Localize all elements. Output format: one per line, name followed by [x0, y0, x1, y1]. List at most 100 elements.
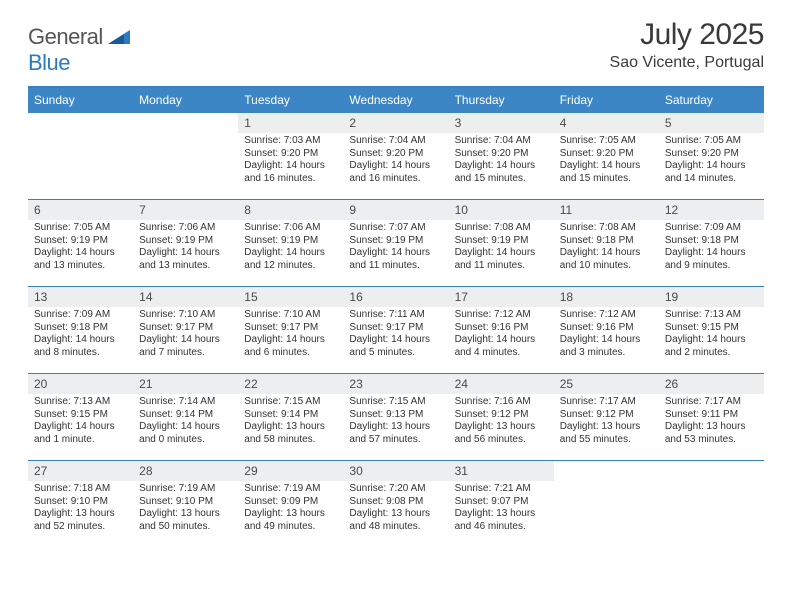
- sunset-line: Sunset: 9:16 PM: [560, 322, 653, 335]
- sunset-line: Sunset: 9:19 PM: [34, 235, 127, 248]
- day-number: 1: [238, 113, 343, 133]
- day-number: 7: [133, 200, 238, 220]
- calendar-week-row: 6Sunrise: 7:05 AMSunset: 9:19 PMDaylight…: [28, 200, 764, 287]
- calendar-day-cell: 29Sunrise: 7:19 AMSunset: 9:09 PMDayligh…: [238, 461, 343, 547]
- daylight-line: Daylight: 13 hours and 46 minutes.: [455, 508, 548, 533]
- calendar-day-cell: 1 Sunrise: 7:03 AMSunset: 9:20 PMDaylight…: [238, 113, 343, 199]
- sunset-line: Sunset: 9:15 PM: [34, 409, 127, 422]
- sunrise-line: Sunrise: 7:19 AM: [139, 483, 232, 496]
- sunrise-line: Sunrise: 7:05 AM: [665, 135, 758, 148]
- day-details: Sunrise: 7:12 AMSunset: 9:16 PMDaylight:…: [554, 307, 659, 363]
- sunset-line: Sunset: 9:10 PM: [139, 496, 232, 509]
- day-number: 28: [133, 461, 238, 481]
- calendar-day-cell: [133, 113, 238, 199]
- sunset-line: Sunset: 9:10 PM: [34, 496, 127, 509]
- day-details: Sunrise: 7:16 AMSunset: 9:12 PMDaylight:…: [449, 394, 554, 450]
- daylight-line: Daylight: 13 hours and 50 minutes.: [139, 508, 232, 533]
- calendar-day-cell: 5Sunrise: 7:05 AMSunset: 9:20 PMDaylight…: [659, 113, 764, 199]
- calendar-day-cell: 26Sunrise: 7:17 AMSunset: 9:11 PMDayligh…: [659, 374, 764, 460]
- sunset-line: Sunset: 9:11 PM: [665, 409, 758, 422]
- sunset-line: Sunset: 9:19 PM: [244, 235, 337, 248]
- day-number: 27: [28, 461, 133, 481]
- day-details: Sunrise: 7:05 AMSunset: 9:20 PMDaylight:…: [554, 133, 659, 189]
- calendar-day-cell: 9Sunrise: 7:07 AMSunset: 9:19 PMDaylight…: [343, 200, 448, 286]
- sunrise-line: Sunrise: 7:15 AM: [349, 396, 442, 409]
- calendar-day-cell: 21Sunrise: 7:14 AMSunset: 9:14 PMDayligh…: [133, 374, 238, 460]
- calendar-day-cell: 30Sunrise: 7:20 AMSunset: 9:08 PMDayligh…: [343, 461, 448, 547]
- sunset-line: Sunset: 9:20 PM: [455, 148, 548, 161]
- day-number: 6: [28, 200, 133, 220]
- sunrise-line: Sunrise: 7:16 AM: [455, 396, 548, 409]
- sunset-line: Sunset: 9:19 PM: [455, 235, 548, 248]
- daylight-line: Daylight: 14 hours and 16 minutes.: [244, 160, 337, 185]
- day-number: 21: [133, 374, 238, 394]
- daylight-line: Daylight: 14 hours and 12 minutes.: [244, 247, 337, 272]
- day-details: Sunrise: 7:20 AMSunset: 9:08 PMDaylight:…: [343, 481, 448, 537]
- calendar-day-cell: 28 Sunrise: 7:19 AMSunset: 9:10 PMDayligh…: [133, 461, 238, 547]
- day-number: 10: [449, 200, 554, 220]
- brand-text-1: General: [28, 24, 103, 49]
- day-details: Sunrise: 7:08 AMSunset: 9:19 PMDaylight:…: [449, 220, 554, 276]
- day-details: Sunrise: 7:04 AMSunset: 9:20 PMDaylight:…: [449, 133, 554, 189]
- calendar-day-cell: 18Sunrise: 7:12 AMSunset: 9:16 PMDayligh…: [554, 287, 659, 373]
- sunrise-line: Sunrise: 7:10 AM: [244, 309, 337, 322]
- sunrise-line: Sunrise: 7:09 AM: [34, 309, 127, 322]
- sunset-line: Sunset: 9:14 PM: [244, 409, 337, 422]
- sunrise-line: Sunrise: 7:11 AM: [349, 309, 442, 322]
- day-details: Sunrise: 7:17 AMSunset: 9:11 PMDaylight:…: [659, 394, 764, 450]
- calendar-day-cell: 3Sunrise: 7:04 AMSunset: 9:20 PMDaylight…: [449, 113, 554, 199]
- sunrise-line: Sunrise: 7:09 AM: [665, 222, 758, 235]
- weekday-label: Wednesday: [343, 88, 448, 113]
- day-number: 12: [659, 200, 764, 220]
- sunrise-line: Sunrise: 7:17 AM: [665, 396, 758, 409]
- sunset-line: Sunset: 9:20 PM: [560, 148, 653, 161]
- brand-logo: General Blue: [28, 18, 130, 76]
- daylight-line: Daylight: 14 hours and 6 minutes.: [244, 334, 337, 359]
- calendar-day-cell: 2Sunrise: 7:04 AMSunset: 9:20 PMDaylight…: [343, 113, 448, 199]
- calendar-week-row: 27Sunrise: 7:18 AMSunset: 9:10 PMDayligh…: [28, 461, 764, 547]
- sunset-line: Sunset: 9:08 PM: [349, 496, 442, 509]
- daylight-line: Daylight: 14 hours and 7 minutes.: [139, 334, 232, 359]
- sunset-line: Sunset: 9:20 PM: [349, 148, 442, 161]
- daylight-line: Daylight: 13 hours and 53 minutes.: [665, 421, 758, 446]
- calendar-day-cell: 24Sunrise: 7:16 AMSunset: 9:12 PMDayligh…: [449, 374, 554, 460]
- sunrise-line: Sunrise: 7:05 AM: [560, 135, 653, 148]
- sunset-line: Sunset: 9:07 PM: [455, 496, 548, 509]
- calendar-week-row: 20Sunrise: 7:13 AMSunset: 9:15 PMDayligh…: [28, 374, 764, 461]
- day-details: Sunrise: 7:09 AMSunset: 9:18 PMDaylight:…: [659, 220, 764, 276]
- daylight-line: Daylight: 14 hours and 15 minutes.: [560, 160, 653, 185]
- calendar-day-cell: 23Sunrise: 7:15 AMSunset: 9:13 PMDayligh…: [343, 374, 448, 460]
- title-block: July 2025 Sao Vicente, Portugal: [610, 18, 764, 72]
- sunset-line: Sunset: 9:16 PM: [455, 322, 548, 335]
- month-title: July 2025: [610, 18, 764, 52]
- sunset-line: Sunset: 9:12 PM: [455, 409, 548, 422]
- day-number: 19: [659, 287, 764, 307]
- calendar-week-row: 1Sunrise: 7:03 AMSunset: 9:20 PMDaylight…: [28, 113, 764, 200]
- sunrise-line: Sunrise: 7:19 AM: [244, 483, 337, 496]
- calendar-day-cell: 6Sunrise: 7:05 AMSunset: 9:19 PMDaylight…: [28, 200, 133, 286]
- day-details: Sunrise: 7:10 AMSunset: 9:17 PMDaylight:…: [238, 307, 343, 363]
- sunrise-line: Sunrise: 7:17 AM: [560, 396, 653, 409]
- day-number: 26: [659, 374, 764, 394]
- daylight-line: Daylight: 14 hours and 2 minutes.: [665, 334, 758, 359]
- sunset-line: Sunset: 9:13 PM: [349, 409, 442, 422]
- calendar-day-cell: 15Sunrise: 7:10 AMSunset: 9:17 PMDayligh…: [238, 287, 343, 373]
- sunrise-line: Sunrise: 7:14 AM: [139, 396, 232, 409]
- sunrise-line: Sunrise: 7:04 AM: [349, 135, 442, 148]
- sunrise-line: Sunrise: 7:04 AM: [455, 135, 548, 148]
- day-details: Sunrise: 7:12 AMSunset: 9:16 PMDaylight:…: [449, 307, 554, 363]
- day-number: 25: [554, 374, 659, 394]
- day-number: 20: [28, 374, 133, 394]
- calendar-day-cell: 14Sunrise: 7:10 AMSunset: 9:17 PMDayligh…: [133, 287, 238, 373]
- sunrise-line: Sunrise: 7:20 AM: [349, 483, 442, 496]
- day-number: 8: [238, 200, 343, 220]
- sunrise-line: Sunrise: 7:03 AM: [244, 135, 337, 148]
- day-details: Sunrise: 7:06 AMSunset: 9:19 PMDaylight:…: [133, 220, 238, 276]
- sunset-line: Sunset: 9:17 PM: [139, 322, 232, 335]
- calendar-day-cell: 25Sunrise: 7:17 AMSunset: 9:12 PMDayligh…: [554, 374, 659, 460]
- day-details: Sunrise: 7:15 AMSunset: 9:14 PMDaylight:…: [238, 394, 343, 450]
- daylight-line: Daylight: 14 hours and 13 minutes.: [34, 247, 127, 272]
- day-number: 11: [554, 200, 659, 220]
- sunset-line: Sunset: 9:20 PM: [244, 148, 337, 161]
- day-details: Sunrise: 7:08 AMSunset: 9:18 PMDaylight:…: [554, 220, 659, 276]
